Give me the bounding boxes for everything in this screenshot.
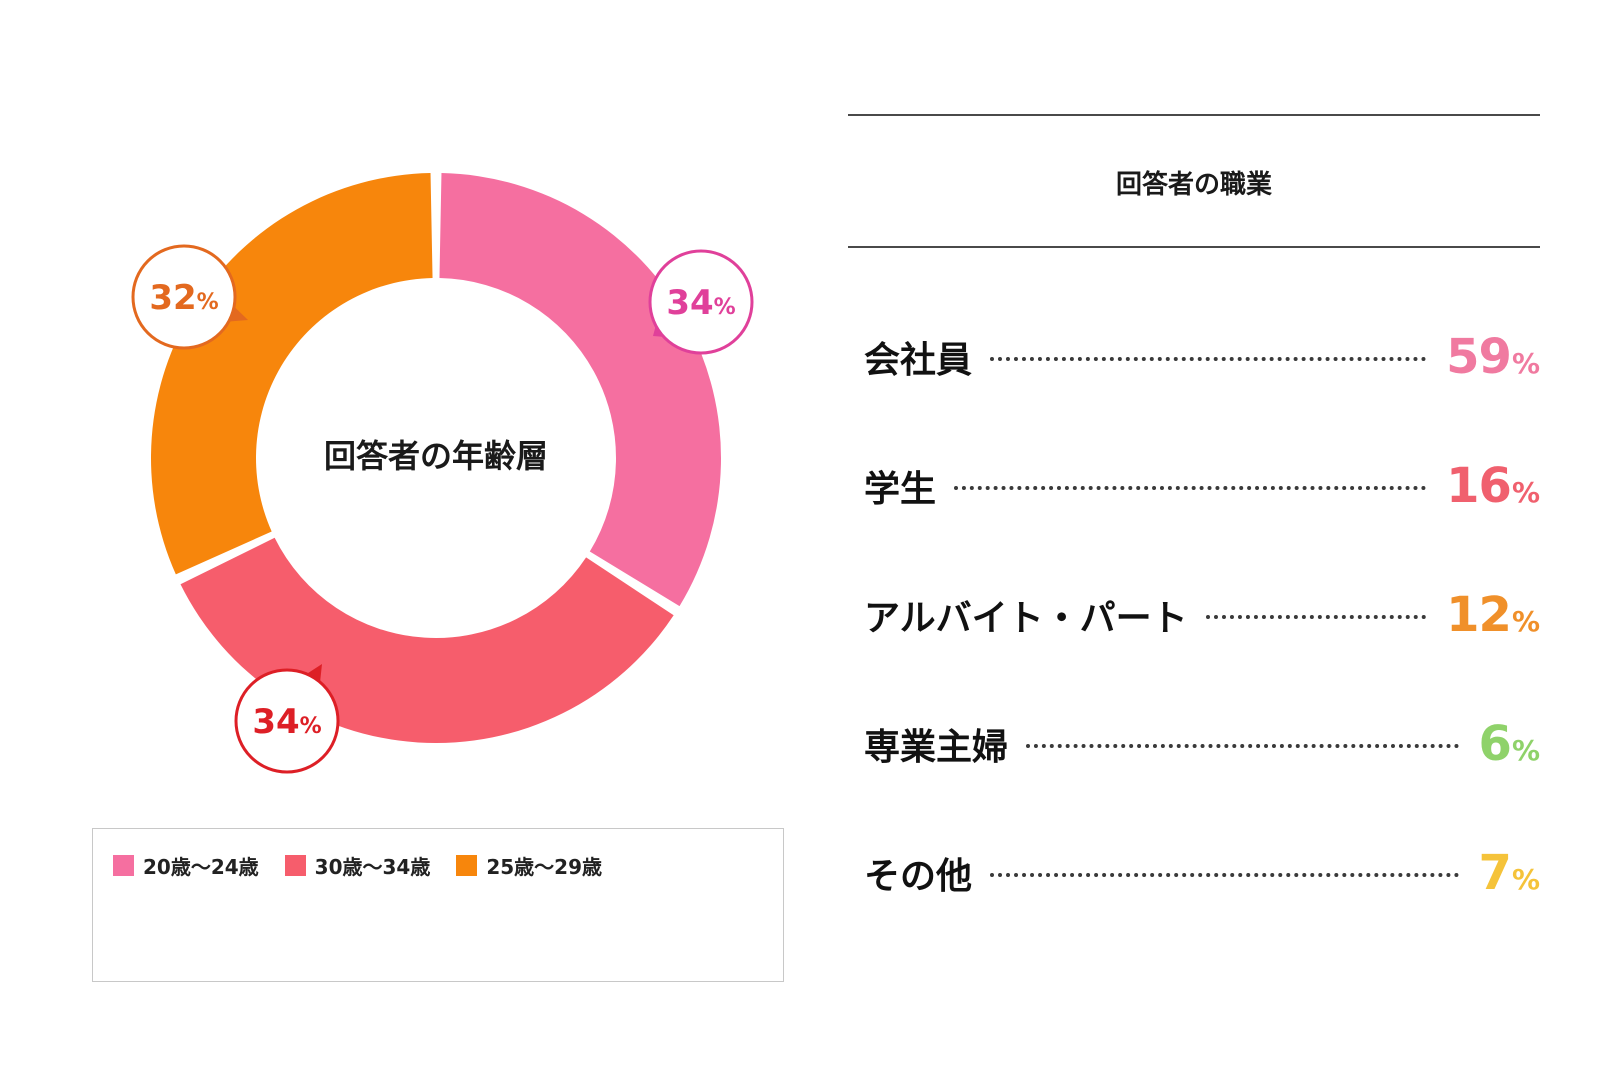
- occupation-value: 12%: [1446, 591, 1540, 639]
- callout-label: 32%: [149, 278, 218, 318]
- occupation-value: 59%: [1446, 333, 1540, 381]
- bottom-rule: [848, 246, 1540, 248]
- callout-circle: [234, 668, 340, 774]
- occupation-label: その他: [864, 856, 973, 897]
- callout-label: 34%: [252, 702, 321, 742]
- occupation-panel: 回答者の職業 会社員 59% 学生 16% アルバイト・パート 12% 専業主婦…: [848, 114, 1540, 994]
- legend-item: 30歳〜34歳: [284, 851, 431, 880]
- occupation-label: 学生: [864, 469, 937, 510]
- legend-swatch: [284, 855, 306, 876]
- legend-label: 30歳〜34歳: [314, 855, 431, 879]
- occupation-row: 学生 16%: [864, 453, 1540, 519]
- age-legend: 20歳〜24歳 30歳〜34歳 25歳〜29歳: [92, 828, 784, 982]
- percent-sign: %: [1511, 863, 1540, 896]
- legend-item: 25歳〜29歳: [456, 851, 602, 880]
- occupation-value: 16%: [1446, 462, 1540, 510]
- callout-label: 34%: [666, 283, 735, 323]
- occupation-value-number: 12: [1446, 587, 1512, 643]
- dot-leader: [990, 873, 1459, 877]
- occupation-row: 会社員 59%: [864, 324, 1540, 390]
- dot-leader: [990, 357, 1427, 361]
- age-donut-chart: 回答者の年齢層 34% 34% 32%: [131, 173, 754, 774]
- dot-leader: [1205, 615, 1427, 619]
- donut-slice: [150, 173, 433, 575]
- occupation-value-number: 7: [1478, 845, 1512, 901]
- percent-sign: %: [1511, 734, 1540, 767]
- legend-item: 20歳〜24歳: [113, 851, 259, 880]
- percent-sign: %: [1511, 476, 1540, 509]
- callout-circle: [131, 244, 237, 350]
- dot-leader: [954, 486, 1427, 490]
- occupation-title: 回答者の職業: [1115, 170, 1272, 200]
- donut-slice: [439, 173, 721, 607]
- donut-center-title: 回答者の年齢層: [324, 437, 548, 475]
- occupation-value: 7%: [1479, 849, 1540, 897]
- legend-swatch: [113, 855, 134, 876]
- legend-label: 25歳〜29歳: [486, 855, 603, 879]
- top-rule: [848, 114, 1540, 116]
- occupation-value: 6%: [1479, 720, 1540, 768]
- legend-label: 20歳〜24歳: [143, 855, 259, 879]
- occupation-label: アルバイト・パート: [864, 598, 1188, 639]
- occupation-label: 専業主婦: [864, 727, 1009, 768]
- percent-sign: %: [1511, 605, 1540, 638]
- occupation-value-number: 16: [1446, 458, 1512, 514]
- occupation-row: 専業主婦 6%: [864, 711, 1540, 777]
- percent-sign: %: [1511, 347, 1540, 380]
- callout-circle: [648, 249, 754, 355]
- occupation-label: 会社員: [864, 340, 973, 381]
- occupation-value-number: 59: [1446, 329, 1512, 385]
- occupation-value-number: 6: [1478, 716, 1512, 772]
- dot-leader: [1026, 744, 1459, 748]
- occupation-row: その他 7%: [864, 840, 1540, 906]
- legend-swatch: [456, 855, 478, 876]
- occupation-row: アルバイト・パート 12%: [864, 582, 1540, 648]
